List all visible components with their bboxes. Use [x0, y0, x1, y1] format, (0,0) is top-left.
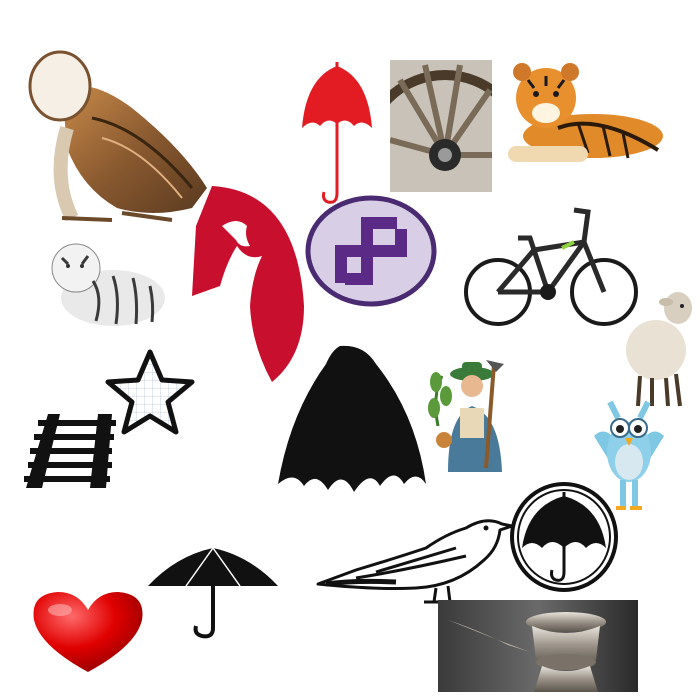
barn-owl-image [22, 48, 212, 226]
rail-track-icon [24, 414, 116, 488]
tiger-sketch-icon [51, 243, 165, 326]
red-rooster-arch-image [192, 186, 310, 382]
black-umbrella-circle-image [510, 482, 618, 592]
farmer-icon [428, 360, 504, 472]
swastika-badge-image [305, 195, 437, 307]
sheep-image [622, 288, 698, 410]
rooster-silhouette-icon [192, 186, 304, 382]
umbrella-icon [302, 62, 372, 204]
umbrella-badge-icon [510, 482, 618, 592]
heart-icon [33, 592, 143, 672]
tiger-lying-image [498, 58, 663, 166]
farmer-image [424, 356, 512, 472]
bird-sketch-icon [316, 519, 512, 604]
owl-cartoon-icon [594, 400, 664, 510]
bicycle-image [462, 202, 640, 330]
wheel-icon [390, 60, 492, 192]
red-umbrella-image [298, 58, 376, 208]
bird-sketch-image [316, 508, 512, 604]
umbrella-icon [148, 547, 278, 639]
lamp-icon [438, 600, 638, 692]
bicycle-icon [464, 207, 638, 326]
sheep-icon [626, 292, 692, 407]
black-arch-shape-image [276, 344, 428, 504]
black-umbrella-image [146, 546, 280, 640]
railway-track-image [20, 414, 122, 488]
cartoon-owl-image [590, 392, 668, 512]
star-icon [105, 349, 195, 435]
swastika-icon [305, 195, 437, 307]
white-tiger-sketch-image [38, 236, 168, 330]
barn-owl-icon [28, 50, 207, 222]
oil-lamp-image [438, 600, 638, 692]
wagon-wheel-image [390, 60, 492, 192]
tiger-icon [508, 63, 663, 162]
umbrella-canopy-silhouette-icon [278, 345, 426, 492]
star-outline-image [104, 348, 196, 438]
red-heart-image [30, 588, 146, 672]
